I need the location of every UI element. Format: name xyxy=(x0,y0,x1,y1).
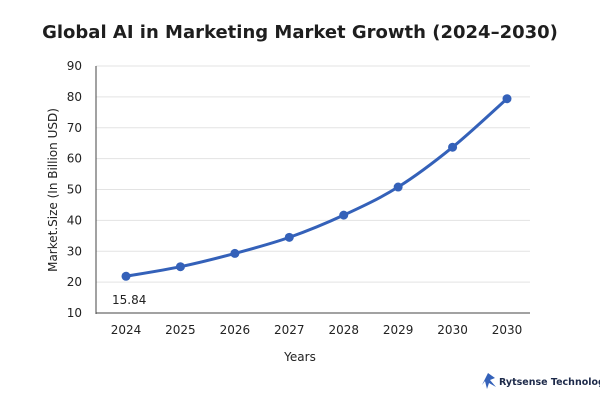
y-tick-label: 50 xyxy=(67,183,82,197)
data-point xyxy=(230,248,240,258)
x-tick-label: 2030 xyxy=(492,323,523,337)
y-tick-label: 90 xyxy=(67,59,82,73)
y-tick-labels: 10 20 30 40 50 60 70 80 90 xyxy=(67,59,82,320)
x-tick-label: 2030 xyxy=(437,323,468,337)
series-line xyxy=(124,97,509,278)
chart-title: Global AI in Marketing Market Growth (20… xyxy=(42,22,558,43)
y-tick-label: 10 xyxy=(67,306,82,320)
y-axis-label: Market.Size (In Billion USD) xyxy=(46,108,60,272)
x-axis-label: Years xyxy=(283,350,316,364)
x-tick-label: 2028 xyxy=(328,323,359,337)
y-tick-label: 40 xyxy=(67,213,82,227)
data-labels: 15.84 xyxy=(112,293,146,307)
x-tick-label: 2026 xyxy=(220,323,251,337)
brand-logo: Rytsense Technologies xyxy=(482,373,600,389)
y-tick-label: 80 xyxy=(67,90,82,104)
x-tick-labels: 2024 2025 2026 2027 2028 2029 2030 2030 xyxy=(111,323,523,337)
data-point xyxy=(175,262,185,272)
data-point xyxy=(121,271,131,281)
x-tick-label: 2024 xyxy=(111,323,142,337)
data-point xyxy=(339,210,349,220)
y-tick-label: 20 xyxy=(67,275,82,289)
axes xyxy=(95,66,530,314)
x-tick-label: 2027 xyxy=(274,323,305,337)
x-tick-label: 2025 xyxy=(165,323,196,337)
data-point xyxy=(448,142,458,152)
series-group xyxy=(121,94,512,281)
y-tick-label: 70 xyxy=(67,121,82,135)
brand-name: Rytsense Technologies xyxy=(499,377,600,388)
rytsense-logo-icon xyxy=(482,373,496,389)
gridlines xyxy=(96,65,530,283)
y-tick-label: 30 xyxy=(67,244,82,258)
data-label: 15.84 xyxy=(112,293,146,307)
data-point xyxy=(284,232,294,242)
x-tick-label: 2029 xyxy=(383,323,414,337)
data-point xyxy=(393,182,403,192)
y-tick-label: 60 xyxy=(67,152,82,166)
data-point xyxy=(502,94,512,104)
